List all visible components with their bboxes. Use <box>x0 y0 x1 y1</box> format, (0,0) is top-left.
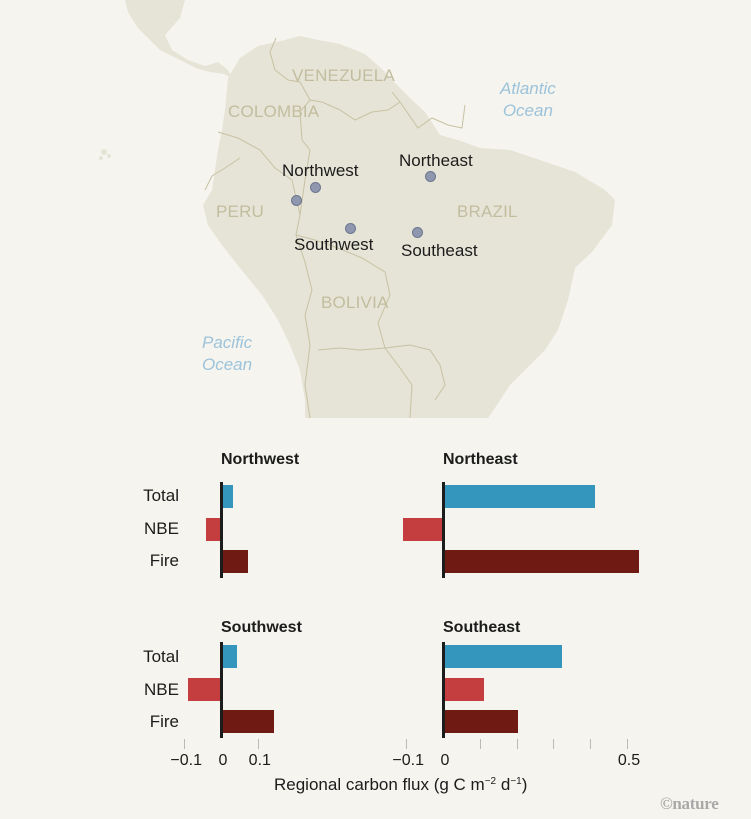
x-tick <box>479 739 481 749</box>
region-label-northeast: Northeast <box>399 151 473 170</box>
x-tick-label: 0.1 <box>248 752 271 769</box>
ocean-label-line1: Atlantic <box>500 79 556 98</box>
x-tick <box>406 739 408 749</box>
ocean-label-line2: Ocean <box>202 355 253 374</box>
x-axis-label-exponent: −1 <box>510 776 522 787</box>
country-label-venezuela: VENEZUELA <box>292 66 395 85</box>
x-axis-label-exponent: −2 <box>484 776 497 787</box>
bar-total <box>222 645 237 668</box>
bar-fire <box>222 710 274 733</box>
bar-total <box>444 645 562 668</box>
country-label-colombia: COLOMBIA <box>228 102 320 121</box>
row-label-total: Total <box>143 647 179 666</box>
panel-title-southeast: Southeast <box>443 619 521 636</box>
ocean-label-atlantic: Atlantic Ocean <box>500 78 556 122</box>
zero-axis-line <box>442 482 445 578</box>
x-tick <box>516 739 518 749</box>
x-tick-label: 0 <box>440 752 450 769</box>
x-axis-label-text: Regional carbon flux (g C m <box>274 775 485 794</box>
bar-fire <box>222 550 248 573</box>
region-label-southwest: Southwest <box>294 235 374 254</box>
bar-nbe <box>402 517 443 541</box>
site-marker <box>425 171 436 182</box>
panel-title-northwest: Northwest <box>221 451 300 468</box>
row-label-fire: Fire <box>149 551 179 570</box>
site-marker <box>310 182 321 193</box>
x-axis-label: Regional carbon flux (g C m−2 d−1) <box>274 775 527 795</box>
bar-total <box>222 485 234 508</box>
site-marker <box>345 223 356 234</box>
bar-total <box>444 485 595 508</box>
x-tick <box>590 739 592 749</box>
ocean-label-pacific: Pacific Ocean <box>202 332 252 376</box>
bar-fire <box>444 550 640 573</box>
row-label-nbe: NBE <box>144 519 179 538</box>
bar-nbe <box>206 517 221 541</box>
row-label-fire: Fire <box>149 712 179 731</box>
country-label-brazil: BRAZIL <box>457 202 518 221</box>
bar-fire <box>444 710 518 733</box>
x-axis-label-text: d <box>496 775 511 794</box>
x-tick <box>627 739 628 749</box>
x-axis-label-text: ) <box>521 775 528 794</box>
country-label-bolivia: BOLIVIA <box>321 293 389 312</box>
region-label-northwest: Northwest <box>282 161 359 180</box>
ocean-label-line1: Pacific <box>202 333 253 352</box>
zero-axis-line <box>220 482 223 578</box>
region-label-southeast: Southeast <box>401 241 478 260</box>
site-marker <box>412 227 423 238</box>
x-tick-label: 0.5 <box>617 752 641 769</box>
map-south-america: VENEZUELA COLOMBIA PERU BRAZIL BOLIVIA A… <box>99 0 615 419</box>
x-tick <box>553 739 555 749</box>
zero-axis-line <box>220 642 223 738</box>
panel-title-southwest: Southwest <box>221 619 302 636</box>
x-tick <box>257 739 259 749</box>
x-tick-label: 0 <box>218 752 228 769</box>
row-label-nbe: NBE <box>144 680 179 699</box>
bar-nbe <box>187 677 221 701</box>
bar-nbe <box>444 677 485 701</box>
site-marker <box>291 195 302 206</box>
x-tick-label: −0.1 <box>170 752 202 769</box>
row-label-total: Total <box>143 486 179 505</box>
zero-axis-line <box>442 642 445 738</box>
country-label-peru: PERU <box>216 202 265 221</box>
panel-title-northeast: Northeast <box>443 451 518 468</box>
nature-credit-logo: ©nature <box>660 794 719 813</box>
x-tick <box>184 739 186 749</box>
map-land-shapes <box>99 0 615 419</box>
x-tick-label: −0.1 <box>392 752 424 769</box>
ocean-label-line2: Ocean <box>502 101 553 120</box>
